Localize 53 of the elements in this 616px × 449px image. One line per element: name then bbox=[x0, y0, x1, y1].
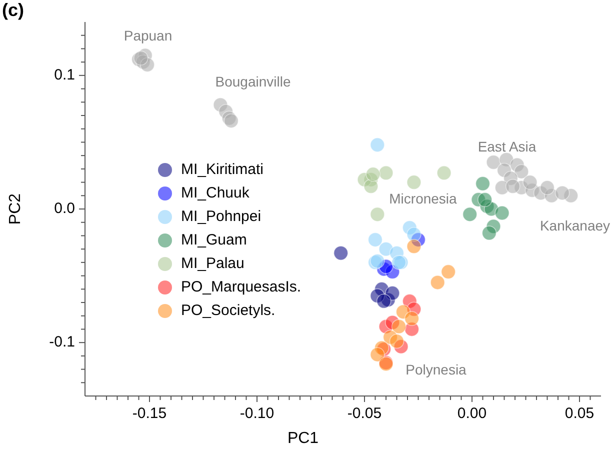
legend-label: MI_Kiritimati bbox=[181, 160, 264, 178]
point bbox=[389, 334, 404, 349]
annotation: Polynesia bbox=[406, 362, 467, 378]
point bbox=[478, 192, 492, 208]
x-tick-label: -0.10 bbox=[240, 405, 274, 422]
legend-label: PO_Societyls. bbox=[181, 302, 276, 319]
point bbox=[522, 174, 538, 190]
legend-label: MI_Pohnpei bbox=[181, 208, 262, 225]
point bbox=[494, 206, 510, 220]
legend-label: PO_MarquesasIs. bbox=[181, 278, 302, 296]
y-axis-title: PC2 bbox=[7, 193, 24, 225]
point bbox=[406, 174, 422, 190]
point bbox=[440, 264, 456, 280]
x-tick-label: -0.15 bbox=[132, 405, 167, 422]
point bbox=[404, 311, 420, 326]
y-tick-label: 0.1 bbox=[54, 66, 75, 84]
point bbox=[333, 246, 348, 260]
point bbox=[554, 186, 570, 200]
x-tick-label: -0.05 bbox=[347, 405, 382, 422]
x-tick-label: 0.00 bbox=[457, 405, 487, 422]
annotation: Papuan bbox=[124, 28, 172, 44]
y-tick-label: -0.1 bbox=[49, 334, 75, 351]
point bbox=[482, 226, 497, 240]
annotation: Bougainville bbox=[215, 74, 291, 90]
point bbox=[392, 319, 406, 334]
x-tick-label: 0.05 bbox=[564, 405, 594, 422]
point bbox=[514, 164, 529, 179]
legend-label: MI_Guam bbox=[181, 231, 247, 248]
annotation: East Asia bbox=[478, 138, 536, 155]
point bbox=[486, 154, 501, 170]
point bbox=[505, 178, 520, 194]
point bbox=[406, 226, 422, 242]
point bbox=[364, 178, 378, 194]
chart-title: (c) bbox=[2, 0, 24, 20]
annotation: Micronesia bbox=[389, 190, 458, 207]
x-axis-title: PC1 bbox=[287, 430, 319, 447]
point bbox=[378, 166, 394, 180]
point bbox=[368, 232, 383, 248]
point bbox=[370, 138, 385, 152]
point bbox=[462, 206, 478, 222]
annotation: Kankanaey bbox=[540, 218, 610, 234]
point bbox=[540, 180, 555, 196]
point bbox=[475, 176, 490, 192]
point bbox=[430, 275, 445, 290]
legend-label: MI_Palau bbox=[181, 254, 244, 272]
point bbox=[436, 166, 452, 180]
point bbox=[366, 166, 380, 182]
point bbox=[406, 239, 422, 254]
point bbox=[376, 294, 392, 309]
y-tick-label: 0.0 bbox=[54, 200, 75, 217]
point bbox=[370, 206, 385, 222]
point bbox=[370, 347, 385, 362]
legend-label: MI_Chuuk bbox=[181, 184, 250, 202]
